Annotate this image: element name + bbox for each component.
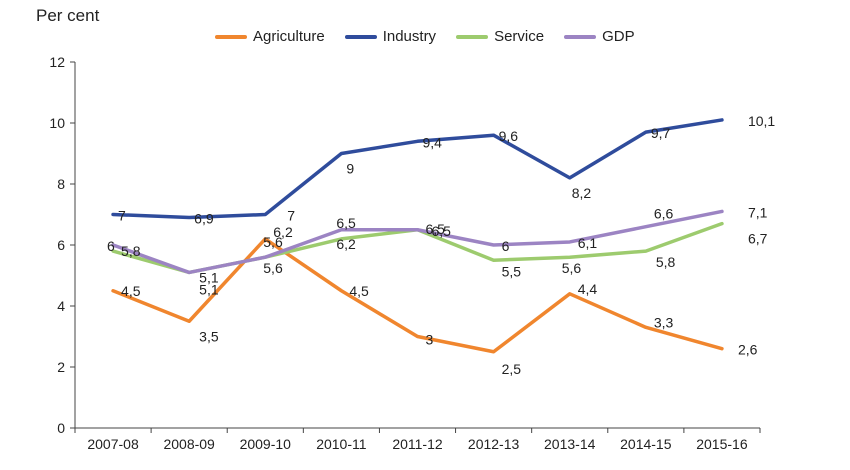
legend-label-gdp: GDP — [602, 28, 635, 45]
data-label-industry: 10,1 — [748, 113, 775, 129]
data-label-industry: 9,6 — [499, 128, 519, 144]
data-label-service: 6,7 — [748, 231, 768, 247]
data-label-industry: 8,2 — [572, 185, 592, 201]
data-label-service: 5,8 — [121, 243, 141, 259]
x-tick-label: 2014-15 — [620, 436, 672, 452]
y-tick-label: 10 — [49, 115, 65, 131]
x-tick-label: 2012-13 — [468, 436, 520, 452]
data-label-gdp: 6,5 — [432, 223, 452, 239]
data-label-industry: 9,4 — [423, 134, 443, 150]
legend-swatch-gdp — [564, 34, 597, 39]
data-label-service: 5,6 — [562, 260, 582, 276]
data-label-agriculture: 2,6 — [738, 342, 758, 358]
data-label-industry: 6,9 — [194, 211, 214, 227]
x-tick-label: 2008-09 — [163, 436, 215, 452]
data-label-service: 5,5 — [502, 263, 522, 279]
y-tick-label: 0 — [57, 420, 65, 436]
legend: Agriculture Industry Service GDP — [215, 28, 635, 45]
y-axis-title: Per cent — [36, 6, 100, 25]
series-line-agriculture — [111, 237, 724, 354]
data-label-service: 6,5 — [426, 221, 446, 237]
x-tick-label: 2007-08 — [87, 436, 139, 452]
data-label-agriculture: 4,4 — [578, 281, 598, 297]
data-label-agriculture: 3,5 — [199, 328, 219, 344]
data-label-gdp: 6 — [502, 238, 510, 254]
legend-item-gdp: GDP — [564, 28, 635, 45]
data-label-gdp: 6 — [107, 238, 115, 254]
series-line-industry — [111, 118, 724, 220]
legend-label-agriculture: Agriculture — [253, 28, 325, 45]
y-tick-label: 2 — [57, 359, 65, 375]
data-label-gdp: 5,6 — [263, 234, 283, 250]
series-line-gdp — [111, 209, 724, 275]
data-label-agriculture: 6,2 — [273, 224, 293, 240]
legend-item-service: Service — [456, 28, 544, 45]
data-label-service: 6,2 — [336, 236, 356, 252]
x-tick-label: 2015-16 — [696, 436, 748, 452]
data-label-agriculture: 2,5 — [502, 361, 522, 377]
data-label-service: 5,8 — [656, 254, 676, 270]
data-label-gdp: 6,1 — [578, 235, 598, 251]
y-tick-label: 6 — [57, 237, 65, 253]
data-label-gdp: 6,5 — [336, 215, 356, 231]
legend-swatch-industry — [344, 34, 377, 39]
legend-label-industry: Industry — [382, 28, 437, 45]
data-label-gdp: 6,6 — [654, 206, 674, 222]
legend-label-service: Service — [494, 28, 545, 45]
x-tick-label: 2010-11 — [316, 436, 367, 452]
data-label-gdp: 5,1 — [199, 281, 219, 297]
data-label-service: 5,6 — [263, 260, 283, 276]
data-label-service: 5,1 — [199, 269, 219, 285]
legend-swatch-service — [456, 34, 489, 39]
x-tick-label: 2011-12 — [392, 436, 443, 452]
data-label-gdp: 7,1 — [748, 204, 768, 220]
y-tick-label: 12 — [49, 54, 65, 70]
x-tick-label: 2013-14 — [544, 436, 596, 452]
legend-swatch-agriculture — [215, 34, 247, 39]
legend-item-agriculture: Agriculture — [215, 28, 325, 45]
data-label-agriculture: 4,5 — [349, 283, 369, 299]
data-label-agriculture: 3,3 — [654, 314, 674, 330]
data-label-industry: 7 — [118, 208, 126, 224]
data-label-agriculture: 4,5 — [121, 283, 141, 299]
data-label-industry: 7 — [287, 208, 295, 224]
data-label-industry: 9 — [346, 161, 354, 177]
y-tick-label: 8 — [57, 176, 65, 192]
x-tick-label: 2009-10 — [240, 436, 292, 452]
y-tick-label: 4 — [57, 298, 65, 314]
data-label-industry: 9,7 — [651, 125, 671, 141]
data-label-agriculture: 3 — [426, 332, 434, 348]
legend-item-industry: Industry — [344, 28, 437, 45]
